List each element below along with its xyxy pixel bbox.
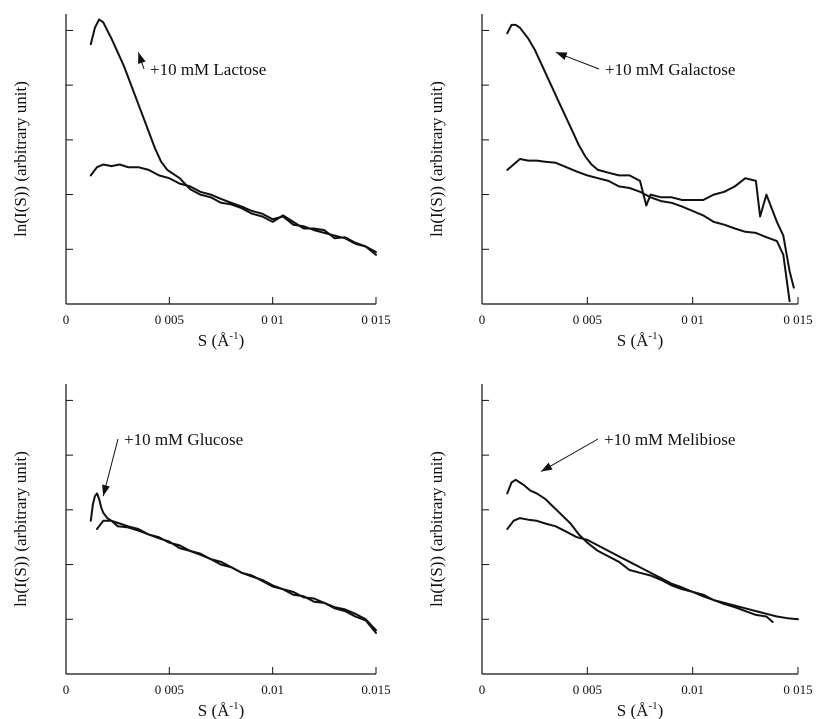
series-line — [89, 492, 119, 528]
x-tick-label: 0 005 — [573, 682, 602, 697]
chart-panel: 0 0 005 0.01 0.015 S (Å-1) ln(I(S)) (arbitrar… — [11, 384, 391, 719]
series-line — [116, 525, 377, 634]
x-axis-title-base: S (Å — [617, 331, 649, 350]
chart-panel: 0 0 005 0.01 0 015 S (Å-1) ln(I(S)) (arbitrar… — [427, 384, 813, 719]
x-axis-title-superscript: -1 — [648, 700, 657, 712]
x-tick-label: 0 — [63, 312, 70, 327]
x-axis-title-base: S (Å — [198, 331, 230, 350]
series-line — [89, 18, 173, 174]
x-tick-label: 0.01 — [261, 682, 284, 697]
x-axis-title: S (Å-1) — [198, 700, 245, 719]
x-axis-title: S (Å-1) — [617, 330, 664, 350]
x-axis-title-base: S (Å — [198, 701, 230, 719]
x-axis-title-superscript: -1 — [648, 330, 657, 342]
x-axis-title-end: ) — [658, 331, 664, 350]
y-axis-title: ln(I(S)) (arbitrary unit) — [11, 451, 30, 607]
x-tick-label: 0.01 — [681, 682, 704, 697]
series-line — [89, 163, 377, 253]
series-line — [506, 478, 631, 571]
x-tick-label: 0.015 — [361, 682, 390, 697]
x-tick-label: 0 015 — [783, 682, 812, 697]
y-axis-title: ln(I(S)) (arbitrary unit) — [427, 451, 446, 607]
x-axis-title-end: ) — [658, 701, 664, 719]
x-axis-title: S (Å-1) — [198, 330, 245, 350]
x-tick-label: 0 01 — [261, 312, 284, 327]
x-axis-title-base: S (Å — [617, 701, 649, 719]
x-tick-label: 0 — [479, 682, 486, 697]
x-tick-label: 0 005 — [155, 312, 184, 327]
series-line — [170, 171, 377, 256]
x-tick-label: 0 — [63, 682, 70, 697]
annotation-label: +10 mM Galactose — [605, 60, 735, 79]
chart-panel: 0 0 005 0 01 0 015 S (Å-1) ln(I(S)) (arbitrar… — [427, 14, 813, 350]
series-line — [628, 569, 774, 623]
y-axis-title: ln(I(S)) (arbitrary unit) — [11, 81, 30, 237]
annotation-arrowhead — [540, 462, 553, 472]
x-tick-label: 0 — [479, 312, 486, 327]
series-line — [96, 519, 377, 632]
x-axis-title-superscript: -1 — [229, 330, 238, 342]
x-tick-label: 0 005 — [155, 682, 184, 697]
x-tick-label: 0 01 — [681, 312, 704, 327]
annotation-arrowhead — [138, 52, 146, 65]
annotation-arrowhead — [555, 52, 568, 60]
annotation-arrowhead — [102, 484, 110, 497]
annotation-label: +10 mM Melibiose — [604, 430, 735, 449]
series-line — [506, 23, 599, 171]
x-axis-title: S (Å-1) — [617, 700, 664, 719]
series-line — [596, 168, 795, 289]
chart-panel: 0 0 005 0 01 0 015 S (Å-1) ln(I(S)) (arbitrar… — [11, 14, 391, 350]
x-tick-label: 0 015 — [783, 312, 812, 327]
annotation-label: +10 mM Glucose — [124, 430, 243, 449]
x-axis-title-end: ) — [239, 701, 245, 719]
series-line — [506, 158, 791, 303]
x-tick-label: 0 005 — [573, 312, 602, 327]
series-line — [506, 517, 799, 621]
x-axis-title-end: ) — [239, 331, 245, 350]
y-axis-title: ln(I(S)) (arbitrary unit) — [427, 81, 446, 237]
x-tick-label: 0 015 — [361, 312, 390, 327]
annotation-label: +10 mM Lactose — [150, 60, 266, 79]
x-axis-title-superscript: -1 — [229, 700, 238, 712]
